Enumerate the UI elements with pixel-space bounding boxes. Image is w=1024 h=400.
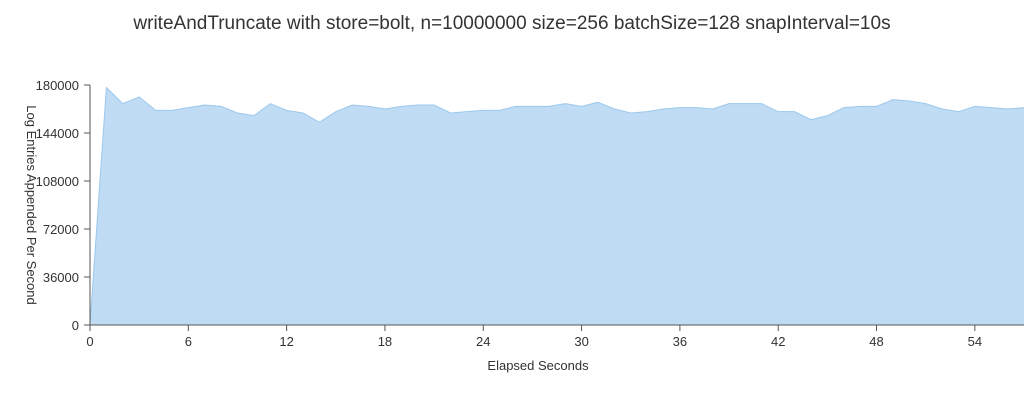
x-axis: 0 6 12 18 24 30 36 42 48 54: [86, 324, 1024, 349]
y-tick-label: 108000: [36, 174, 79, 189]
x-tick-label: 48: [869, 334, 883, 349]
y-tick-label: 72000: [43, 222, 79, 237]
y-tick-label: 180000: [36, 78, 79, 93]
x-tick-label: 24: [476, 334, 490, 349]
series-line: [89, 86, 1024, 326]
x-tick-label: 36: [673, 334, 687, 349]
x-tick-label: 0: [86, 334, 93, 349]
y-axis: 0 36000 72000 108000 144000 180000: [36, 78, 91, 333]
y-axis-label: Log Entries Appended Per Second: [24, 105, 39, 304]
y-tick-label: 36000: [43, 270, 79, 285]
x-tick-label: 12: [279, 334, 293, 349]
y-tick-label: 0: [72, 318, 79, 333]
chart-title: writeAndTruncate with store=bolt, n=1000…: [132, 13, 890, 34]
x-tick-label: 6: [185, 334, 192, 349]
x-tick-label: 54: [968, 334, 982, 349]
y-tick-label: 144000: [36, 126, 79, 141]
x-axis-label: Elapsed Seconds: [487, 358, 589, 373]
x-tick-label: 42: [771, 334, 785, 349]
x-tick-label: 30: [574, 334, 588, 349]
x-tick-label: 18: [378, 334, 392, 349]
plot-area: [89, 86, 1024, 326]
series-area: [90, 87, 1024, 325]
